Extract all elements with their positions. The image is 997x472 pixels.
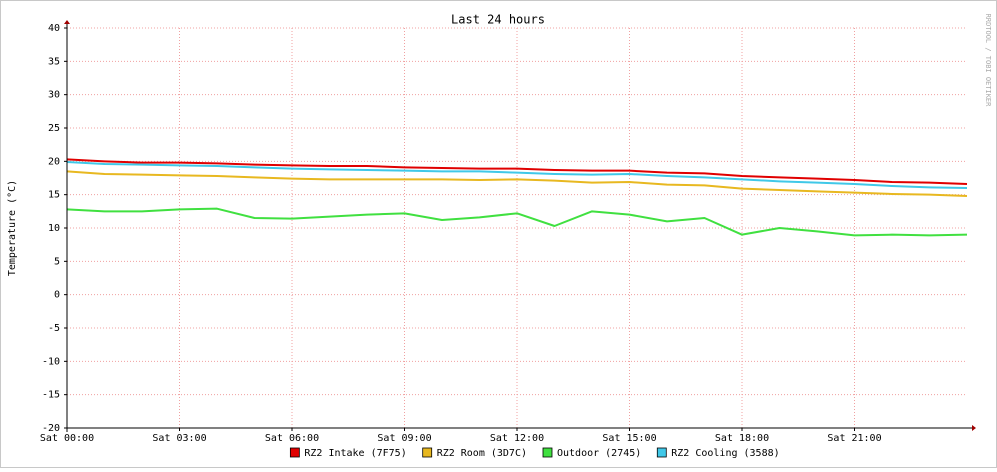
- legend-label: RZ2 Cooling (3588): [671, 448, 779, 459]
- y-tick-label: -5: [48, 323, 60, 334]
- x-axis-arrow: [972, 425, 976, 431]
- watermark: RRDTOOL / TOBI OETIKER: [984, 14, 992, 108]
- series-line: [66, 170, 968, 197]
- series-line: [66, 161, 968, 189]
- x-tick-label: Sat 15:00: [602, 433, 656, 444]
- x-tick-label: Sat 21:00: [827, 433, 881, 444]
- y-axis-label: Temperature (°C): [7, 180, 18, 276]
- x-tick-label: Sat 03:00: [152, 433, 206, 444]
- x-tick-label: Sat 12:00: [490, 433, 544, 444]
- y-tick-label: 40: [48, 23, 60, 34]
- y-tick-label: 30: [48, 90, 60, 101]
- legend-swatch: [542, 447, 553, 458]
- chart-title: Last 24 hours: [451, 13, 545, 27]
- axes: -20 -15 -10 -5 0 5 10 15 20 25 30 35 40 Sat 00:00 Sat …: [40, 20, 976, 444]
- legend-label: RZ2 Intake (7F75): [304, 448, 406, 459]
- legend-swatch: [422, 447, 433, 458]
- y-axis-arrow: [64, 20, 70, 24]
- legend-label: Outdoor (2745): [557, 448, 641, 459]
- y-tick-label: 0: [54, 290, 60, 301]
- y-tick-label: 5: [54, 256, 60, 267]
- series-line: [66, 207, 968, 237]
- legend-swatch: [656, 447, 667, 458]
- x-tick-label: Sat 09:00: [377, 433, 431, 444]
- x-tick-label: Sat 18:00: [715, 433, 769, 444]
- series-line: [66, 158, 968, 185]
- y-tick-label: 15: [48, 190, 60, 201]
- legend-label: RZ2 Room (3D7C): [437, 448, 527, 459]
- y-tick-label: 20: [48, 156, 60, 167]
- plot-lines: [66, 158, 968, 237]
- y-tick-label: -20: [42, 423, 60, 434]
- x-tick-label: Sat 00:00: [40, 433, 94, 444]
- x-tick-label: Sat 06:00: [265, 433, 319, 444]
- legend-swatch: [289, 447, 300, 458]
- y-tick-label: 25: [48, 123, 60, 134]
- legend: RZ2 Intake (7F75) RZ2 Room (3D7C) Outdoor …: [289, 447, 780, 459]
- y-tick-label: 10: [48, 223, 60, 234]
- y-tick-label: 35: [48, 56, 60, 67]
- y-tick-label: -10: [42, 356, 60, 367]
- y-tick-label: -15: [42, 390, 60, 401]
